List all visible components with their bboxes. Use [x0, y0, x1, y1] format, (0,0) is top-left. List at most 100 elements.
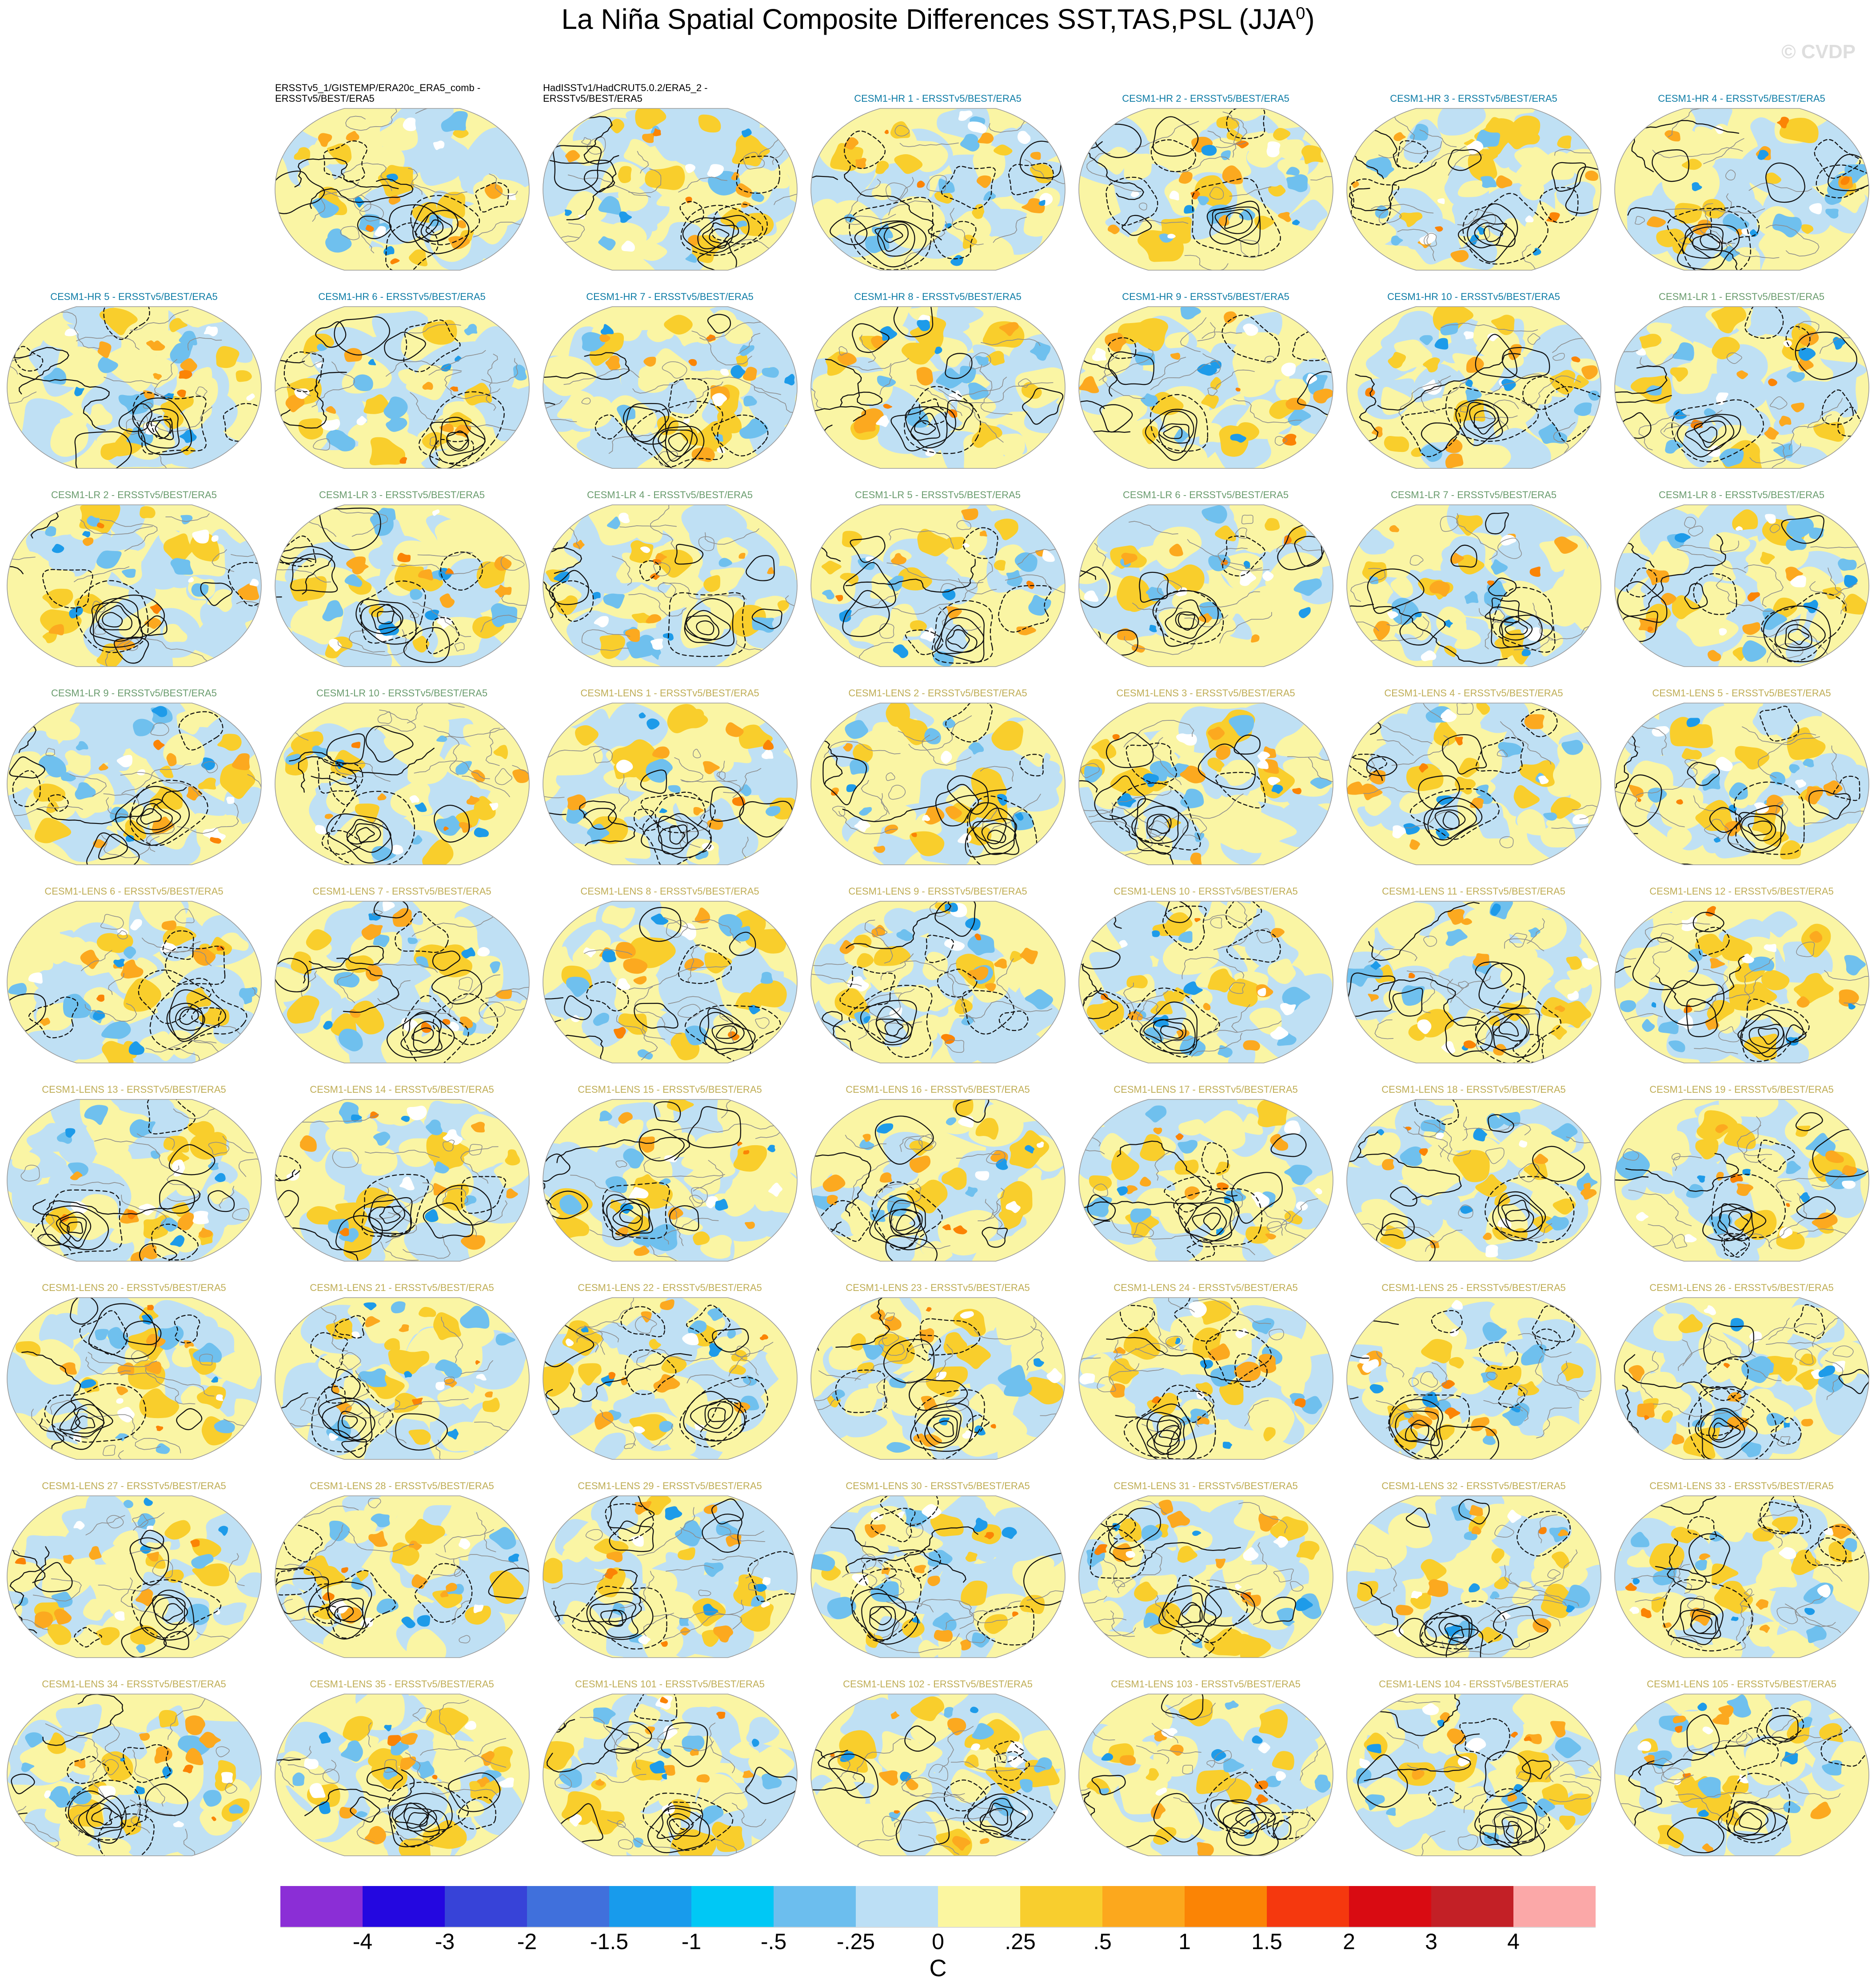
colorbar-tick-label: 4 [1507, 1929, 1520, 1954]
map-panel: CESM1-LR 7 - ERSSTv5/BEST/ERA5 [1340, 476, 1608, 674]
map-panel: CESM1-LENS 28 - ERSSTv5/BEST/ERA5 [268, 1467, 536, 1665]
map-panel: CESM1-LENS 26 - ERSSTv5/BEST/ERA5 [1608, 1268, 1876, 1467]
world-map [810, 1099, 1066, 1262]
colorbar-tick-label: .5 [1093, 1929, 1112, 1954]
panel-title: CESM1-LR 9 - ERSSTv5/BEST/ERA5 [51, 687, 217, 699]
world-map [274, 1495, 530, 1658]
map-panel: CESM1-LR 2 - ERSSTv5/BEST/ERA5 [0, 476, 268, 674]
colorbar-swatch [527, 1886, 609, 1927]
world-map [1614, 1297, 1869, 1460]
panel-title: CESM1-LENS 105 - ERSSTv5/BEST/ERA5 [1647, 1678, 1836, 1690]
panel-title: CESM1-HR 9 - ERSSTv5/BEST/ERA5 [1122, 291, 1289, 302]
panel-title: CESM1-LENS 5 - ERSSTv5/BEST/ERA5 [1652, 687, 1831, 699]
panel-title: CESM1-LR 6 - ERSSTv5/BEST/ERA5 [1123, 489, 1289, 500]
colorbar-tick-label: -4 [352, 1929, 373, 1954]
panel-title: CESM1-LENS 16 - ERSSTv5/BEST/ERA5 [846, 1084, 1030, 1095]
panel-title: CESM1-LR 4 - ERSSTv5/BEST/ERA5 [587, 489, 753, 500]
map-panel: CESM1-LENS 12 - ERSSTv5/BEST/ERA5 [1608, 872, 1876, 1070]
page-title: La Niña Spatial Composite Differences SS… [0, 3, 1876, 36]
panel-title: CESM1-LENS 34 - ERSSTv5/BEST/ERA5 [42, 1678, 226, 1690]
panel-title: HadISSTv1/HadCRUT5.0.2/ERA5_2 - ERSSTv5/… [543, 82, 708, 104]
colorbar-swatch [280, 1886, 363, 1927]
world-map [1346, 504, 1601, 667]
world-map [1346, 306, 1601, 469]
world-map [542, 306, 798, 469]
world-map [6, 703, 262, 865]
map-panel: CESM1-LENS 2 - ERSSTv5/BEST/ERA5 [804, 674, 1072, 872]
panel-title: CESM1-LENS 101 - ERSSTv5/BEST/ERA5 [575, 1678, 765, 1690]
colorbar-swatch [1020, 1886, 1102, 1927]
colorbar-tick-label: -3 [435, 1929, 455, 1954]
panel-title: CESM1-LENS 20 - ERSSTv5/BEST/ERA5 [42, 1282, 226, 1293]
map-panel: CESM1-LENS 10 - ERSSTv5/BEST/ERA5 [1072, 872, 1340, 1070]
colorbar-swatch [1431, 1886, 1513, 1927]
world-map [274, 1099, 530, 1262]
colorbar-tick-labels: -4 -3 -2 -1.5 -1 -.5 -.25 0 .25 .5 1 1.5 2 3 4 [280, 1929, 1596, 1957]
colorbar-tick-label: -1 [681, 1929, 702, 1954]
page-title-superscript: 0 [1296, 4, 1305, 23]
world-map [810, 1694, 1066, 1856]
map-panel: CESM1-LR 8 - ERSSTv5/BEST/ERA5 [1608, 476, 1876, 674]
panel-title: CESM1-LENS 8 - ERSSTv5/BEST/ERA5 [580, 886, 759, 897]
panel-title: CESM1-LENS 26 - ERSSTv5/BEST/ERA5 [1649, 1282, 1834, 1293]
panel-title: CESM1-LENS 3 - ERSSTv5/BEST/ERA5 [1116, 687, 1295, 699]
panel-title: CESM1-LENS 15 - ERSSTv5/BEST/ERA5 [578, 1084, 762, 1095]
world-map [1078, 1297, 1333, 1460]
page-title-close: ) [1305, 3, 1315, 35]
map-panel: CESM1-LENS 25 - ERSSTv5/BEST/ERA5 [1340, 1268, 1608, 1467]
map-panel: CESM1-LENS 31 - ERSSTv5/BEST/ERA5 [1072, 1467, 1340, 1665]
map-panel: CESM1-LENS 101 - ERSSTv5/BEST/ERA5 [536, 1665, 804, 1863]
world-map [6, 1297, 262, 1460]
world-map [1614, 901, 1869, 1063]
panel-title: CESM1-LENS 12 - ERSSTv5/BEST/ERA5 [1649, 886, 1834, 897]
map-panel: CESM1-LENS 17 - ERSSTv5/BEST/ERA5 [1072, 1070, 1340, 1268]
colorbar-tick-label: -2 [517, 1929, 537, 1954]
world-map [6, 1694, 262, 1856]
map-panel: CESM1-LENS 33 - ERSSTv5/BEST/ERA5 [1608, 1467, 1876, 1665]
map-panel: CESM1-HR 2 - ERSSTv5/BEST/ERA5 [1072, 79, 1340, 277]
colorbar-tick-label: 1.5 [1251, 1929, 1282, 1954]
world-map [274, 108, 530, 271]
world-map [1614, 504, 1869, 667]
colorbar-swatch [856, 1886, 938, 1927]
panel-title: CESM1-LENS 10 - ERSSTv5/BEST/ERA5 [1114, 886, 1298, 897]
world-map [1614, 1099, 1869, 1262]
map-panel: CESM1-LENS 8 - ERSSTv5/BEST/ERA5 [536, 872, 804, 1070]
world-map [542, 1495, 798, 1658]
panel-title: CESM1-LENS 19 - ERSSTv5/BEST/ERA5 [1649, 1084, 1834, 1095]
world-map [6, 1099, 262, 1262]
map-panel: CESM1-LENS 34 - ERSSTv5/BEST/ERA5 [0, 1665, 268, 1863]
colorbar-tick-label: 3 [1425, 1929, 1437, 1954]
world-map [1346, 1495, 1601, 1658]
map-panel: HadISSTv1/HadCRUT5.0.2/ERA5_2 - ERSSTv5/… [536, 79, 804, 277]
map-panel: CESM1-LR 10 - ERSSTv5/BEST/ERA5 [268, 674, 536, 872]
panel-title: CESM1-LR 1 - ERSSTv5/BEST/ERA5 [1659, 291, 1824, 302]
world-map [6, 901, 262, 1063]
world-map [542, 1694, 798, 1856]
world-map [542, 703, 798, 865]
world-map [1346, 1297, 1601, 1460]
world-map [1078, 1495, 1333, 1658]
map-panel-grid: ERSSTv5_1/GISTEMP/ERA20c_ERA5_comb - ERS… [0, 79, 1876, 1863]
map-panel: CESM1-LENS 24 - ERSSTv5/BEST/ERA5 [1072, 1268, 1340, 1467]
world-map [1614, 108, 1869, 271]
cvdp-watermark: © CVDP [1781, 41, 1856, 63]
map-panel: CESM1-LENS 102 - ERSSTv5/BEST/ERA5 [804, 1665, 1072, 1863]
map-panel: CESM1-LENS 16 - ERSSTv5/BEST/ERA5 [804, 1070, 1072, 1268]
panel-title: CESM1-LR 5 - ERSSTv5/BEST/ERA5 [855, 489, 1021, 500]
world-map [542, 504, 798, 667]
panel-title: CESM1-LR 10 - ERSSTv5/BEST/ERA5 [316, 687, 488, 699]
map-panel: CESM1-HR 8 - ERSSTv5/BEST/ERA5 [804, 277, 1072, 476]
world-map [1614, 1495, 1869, 1658]
map-panel: CESM1-HR 10 - ERSSTv5/BEST/ERA5 [1340, 277, 1608, 476]
page-title-text: La Niña Spatial Composite Differences SS… [561, 3, 1296, 35]
panel-title: CESM1-HR 5 - ERSSTv5/BEST/ERA5 [50, 291, 218, 302]
panel-title: CESM1-LENS 28 - ERSSTv5/BEST/ERA5 [310, 1480, 494, 1491]
world-map [1078, 901, 1333, 1063]
colorbar-swatch [1185, 1886, 1267, 1927]
world-map [1078, 1694, 1333, 1856]
map-panel: CESM1-LENS 22 - ERSSTv5/BEST/ERA5 [536, 1268, 804, 1467]
map-panel: CESM1-LENS 29 - ERSSTv5/BEST/ERA5 [536, 1467, 804, 1665]
map-panel: CESM1-LENS 15 - ERSSTv5/BEST/ERA5 [536, 1070, 804, 1268]
panel-title: CESM1-LENS 33 - ERSSTv5/BEST/ERA5 [1649, 1480, 1834, 1491]
